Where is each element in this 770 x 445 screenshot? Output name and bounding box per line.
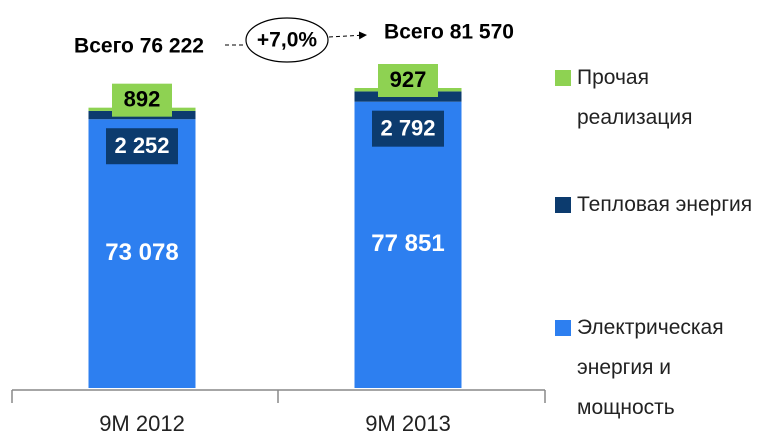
value-label: 77 851 bbox=[371, 230, 444, 257]
label-box bbox=[112, 83, 172, 117]
legend-item: Прочая реализация bbox=[555, 58, 767, 138]
legend-label: Электрическая энергия и мощность bbox=[577, 316, 724, 419]
total-label: Всего 81 570 bbox=[384, 21, 514, 44]
change-label: +7,0% bbox=[257, 29, 317, 52]
x-tick-label: 9M 2013 bbox=[365, 411, 451, 436]
value-label: 927 bbox=[390, 67, 427, 92]
legend-item: Тепловая энергия bbox=[555, 185, 767, 225]
x-tick-label: 9M 2012 bbox=[99, 411, 185, 436]
label-box bbox=[378, 64, 438, 97]
value-label: 2 792 bbox=[380, 115, 435, 140]
change-ellipse bbox=[245, 17, 329, 63]
value-label: 892 bbox=[124, 86, 161, 111]
label-box bbox=[372, 110, 444, 147]
connector-arrow bbox=[328, 31, 367, 40]
value-label: 73 078 bbox=[105, 239, 178, 266]
legend-item: Электрическая энергия и мощность bbox=[555, 308, 767, 428]
legend-swatch bbox=[555, 197, 571, 213]
bar-segment bbox=[354, 101, 462, 388]
label-box bbox=[106, 128, 178, 165]
legend-label: Прочая реализация bbox=[577, 66, 693, 129]
legend-swatch bbox=[555, 70, 571, 86]
total-label: Всего 76 222 bbox=[74, 35, 204, 58]
legend-swatch bbox=[555, 320, 571, 336]
legend-label: Тепловая энергия bbox=[577, 193, 753, 216]
value-label: 2 252 bbox=[114, 133, 169, 158]
